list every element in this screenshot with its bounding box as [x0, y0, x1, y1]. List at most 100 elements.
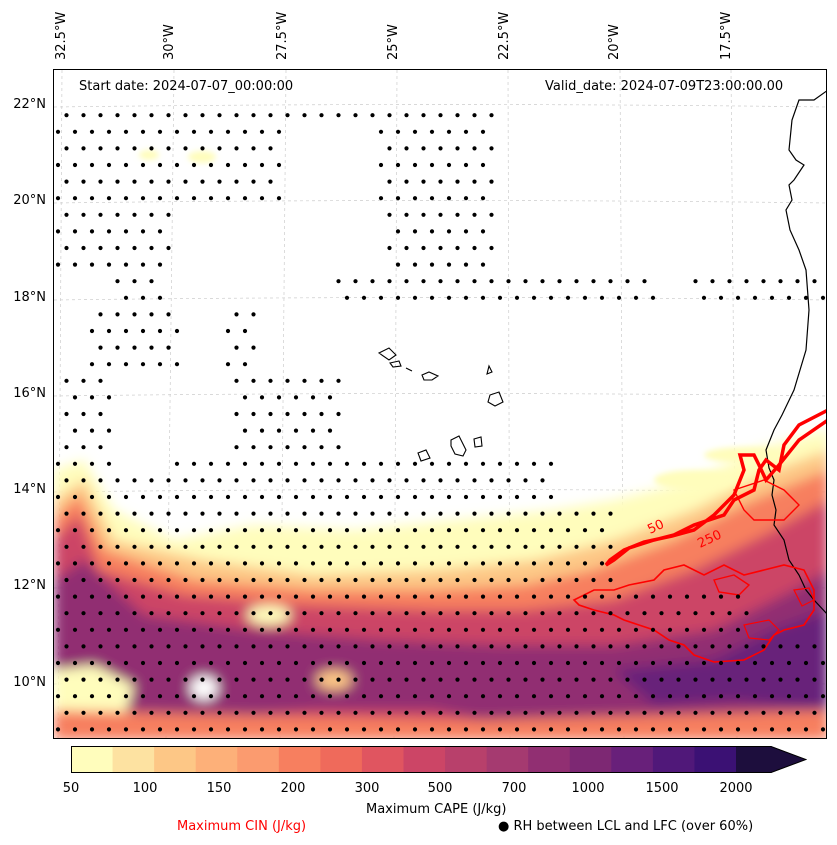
- rh-dot: [106, 262, 112, 267]
- cape-field: [54, 430, 826, 738]
- rh-dot: [115, 644, 120, 649]
- rh-dot: [429, 727, 435, 732]
- rh-dot: [234, 710, 239, 715]
- rh-dot: [72, 561, 78, 566]
- rh-dot: [438, 611, 443, 616]
- rh-dot: [786, 660, 792, 666]
- rh-dot: [795, 710, 800, 715]
- rh-dot: [251, 445, 256, 450]
- rh-dot: [744, 677, 749, 682]
- rh-dot: [421, 611, 426, 616]
- rh-dot: [752, 694, 758, 699]
- rh-dot: [387, 611, 392, 616]
- rh-dot: [472, 146, 477, 151]
- colorbar-swatch: [403, 746, 446, 773]
- rh-dot: [463, 494, 469, 500]
- map-canvas: 50 250: [54, 70, 826, 738]
- rh-dot: [565, 528, 571, 533]
- rh-dot: [353, 710, 358, 715]
- rh-dot: [786, 295, 792, 300]
- rh-dot: [106, 694, 112, 699]
- rh-dot: [268, 146, 273, 151]
- rh-dot: [820, 694, 826, 699]
- rh-dot: [472, 279, 477, 284]
- rh-dot: [157, 262, 163, 267]
- rh-dot: [378, 528, 384, 533]
- rh-dot: [531, 461, 537, 466]
- rh-dot: [812, 644, 817, 649]
- rh-dot: [191, 727, 197, 732]
- rh-dot: [701, 727, 707, 732]
- rh-dot: [506, 279, 511, 284]
- rh-dot: [506, 611, 511, 616]
- rh-dot: [64, 544, 69, 549]
- rh-dot: [378, 694, 384, 699]
- rh-dot: [370, 511, 375, 516]
- rh-dot: [506, 544, 511, 549]
- rh-dot: [761, 710, 766, 715]
- rh-dot: [259, 129, 265, 134]
- rh-dot: [353, 544, 358, 549]
- rh-dot: [225, 594, 231, 599]
- rh-dot: [497, 561, 503, 566]
- map-panel[interactable]: 50 250: [53, 69, 827, 739]
- rh-dot: [412, 494, 418, 500]
- rh-dot: [455, 577, 460, 583]
- rh-dot: [591, 611, 596, 616]
- rh-dot: [446, 694, 452, 699]
- rh-dot: [55, 660, 61, 666]
- rh-dot: [463, 528, 469, 533]
- rh-dot: [378, 594, 384, 599]
- rh-dot: [268, 179, 273, 184]
- rh-dot: [489, 113, 494, 118]
- rh-dot: [446, 528, 452, 533]
- rh-dot: [293, 461, 299, 466]
- rh-dot: [268, 710, 273, 715]
- rh-dot: [319, 644, 324, 649]
- rh-dot: [251, 677, 256, 682]
- lon-label-22-5w: 22.5°W: [497, 11, 512, 60]
- rh-dot: [115, 345, 120, 350]
- rh-dot: [540, 511, 545, 516]
- rh-dot: [268, 644, 273, 649]
- rh-dot: [574, 279, 579, 284]
- rh-dot: [599, 627, 605, 632]
- rh-dot: [523, 677, 528, 682]
- rh-dot: [191, 660, 197, 666]
- rh-dot: [55, 262, 61, 267]
- rh-dot: [132, 279, 137, 284]
- rh-dot: [81, 245, 86, 251]
- lon-label-32-5w: 32.5°W: [54, 11, 69, 60]
- rh-dot: [302, 710, 307, 715]
- rh-dot: [234, 445, 239, 450]
- rh-dot: [183, 644, 188, 649]
- rh-dot: [438, 245, 443, 251]
- rh-dot: [268, 378, 273, 383]
- rh-dot: [642, 677, 647, 682]
- rh-dot: [616, 594, 622, 599]
- rh-dot: [132, 113, 137, 118]
- rh-dot: [106, 229, 112, 234]
- rh-dot: [514, 494, 520, 500]
- rh-dot: [540, 544, 545, 549]
- colorbar-swatch: [445, 746, 488, 773]
- rh-dot: [684, 694, 690, 699]
- rh-dot: [616, 660, 622, 666]
- rh-dot: [514, 694, 520, 699]
- rh-dot: [446, 262, 452, 267]
- colorbar-swatch: [154, 746, 197, 773]
- rh-dot: [140, 727, 146, 732]
- rh-dot: [259, 727, 265, 732]
- rh-dot: [217, 577, 222, 583]
- rh-dot: [98, 245, 103, 251]
- rh-dot: [174, 494, 180, 500]
- rh-dot: [55, 594, 61, 599]
- rh-dot: [642, 611, 647, 616]
- rh-dot: [166, 345, 171, 350]
- rh-dot: [778, 677, 783, 682]
- rh-dot: [684, 727, 690, 732]
- rh-dot: [327, 660, 333, 666]
- rh-dot: [310, 528, 316, 533]
- rh-dot: [259, 395, 265, 400]
- rh-dot: [72, 594, 78, 599]
